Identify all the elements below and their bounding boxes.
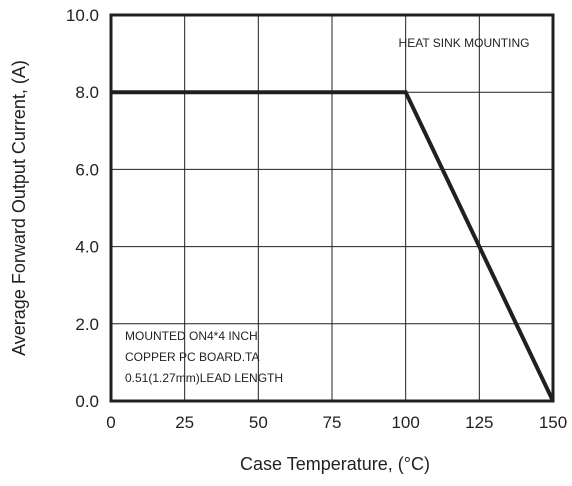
x-tick-label-4: 100 [391, 413, 419, 432]
y-tick-label-2: 4.0 [75, 238, 99, 257]
y-tick-label-4: 8.0 [75, 83, 99, 102]
y-axis-label: Average Forward Output Current, (A) [9, 60, 29, 356]
annotation-pc-board-line-3: 0.51(1.27mm)LEAD LENGTH [125, 371, 283, 385]
series-line-derating [111, 90, 555, 402]
x-tick-label-1: 25 [175, 413, 194, 432]
x-tick-labels: 0 25 50 75 100 125 150 [106, 413, 567, 432]
x-tick-label-2: 50 [249, 413, 268, 432]
x-tick-label-3: 75 [323, 413, 342, 432]
y-tick-label-5: 10.0 [66, 6, 99, 25]
x-tick-label-5: 125 [465, 413, 493, 432]
y-tick-label-1: 2.0 [75, 315, 99, 334]
y-tick-label-3: 6.0 [75, 160, 99, 179]
annotation-pc-board-line-1: MOUNTED ON4*4 INCH [125, 329, 258, 343]
plot-frame [109, 13, 555, 403]
annotation-heat-sink: HEAT SINK MOUNTING [399, 36, 530, 50]
y-tick-label-0: 0.0 [75, 392, 99, 411]
grid-lines [110, 14, 554, 402]
y-tick-labels: 0.0 2.0 4.0 6.0 8.0 10.0 [66, 6, 99, 411]
x-axis-label: Case Temperature, (°C) [240, 454, 430, 474]
x-tick-label-6: 150 [539, 413, 567, 432]
x-tick-label-0: 0 [106, 413, 115, 432]
annotation-pc-board-line-2: COPPER PC BOARD.TA [125, 350, 259, 364]
